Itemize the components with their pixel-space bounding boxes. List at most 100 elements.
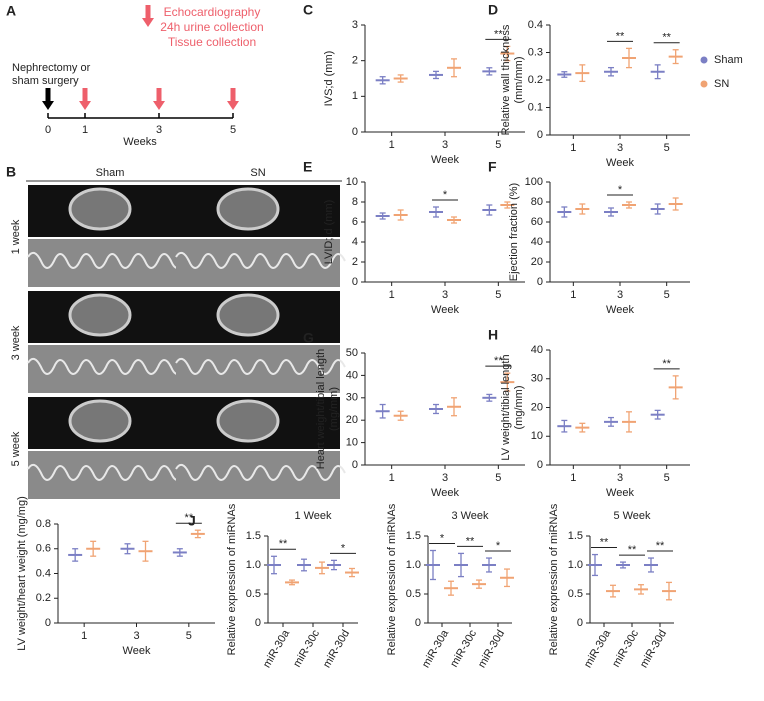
y-tick-label: 0.2 bbox=[36, 592, 51, 604]
chart-title: 1 Week bbox=[294, 510, 332, 522]
arrow-head bbox=[79, 101, 91, 110]
panel-label: D bbox=[488, 2, 498, 18]
y-tick-label: 30 bbox=[531, 373, 543, 385]
x-axis-label: Week bbox=[606, 157, 634, 169]
arrow-head bbox=[142, 18, 154, 27]
significance-label: ** bbox=[616, 30, 625, 42]
echo-heart bbox=[68, 293, 132, 337]
y-tick-label: 1.5 bbox=[406, 530, 421, 542]
x-tick-label: 1 bbox=[570, 289, 576, 301]
significance-label: ** bbox=[185, 512, 194, 524]
y-tick-label: 80 bbox=[531, 196, 543, 208]
y-axis-label: Relative expression of miRNAs bbox=[386, 503, 398, 655]
x-tick-label: 3 bbox=[617, 142, 623, 154]
x-tick-label: miR-30d bbox=[638, 628, 669, 670]
x-tick-label: miR-30c bbox=[610, 628, 641, 670]
significance-label: ** bbox=[600, 536, 609, 548]
mmode-image bbox=[176, 345, 340, 393]
row-label: 1 week bbox=[10, 219, 22, 254]
mmode-image bbox=[28, 451, 192, 499]
panel-label: F bbox=[488, 159, 497, 175]
x-tick-label: 1 bbox=[389, 289, 395, 301]
x-tick-label: miR-30c bbox=[448, 628, 479, 670]
x-axis-label: Week bbox=[431, 487, 459, 499]
significance-label: * bbox=[443, 189, 448, 201]
y-tick-label: 0 bbox=[255, 617, 261, 629]
y-axis-label: Heart weight/tibial length bbox=[315, 349, 327, 469]
y-tick-label: 0 bbox=[537, 276, 543, 288]
x-tick-label: 3 bbox=[442, 139, 448, 151]
y-tick-label: 2 bbox=[352, 256, 358, 268]
significance-label: ** bbox=[494, 28, 503, 40]
y-tick-label: 0 bbox=[352, 276, 358, 288]
y-axis-label: LV weight/tibial length bbox=[500, 354, 512, 460]
y-tick-label: 10 bbox=[531, 430, 543, 442]
significance-label: * bbox=[496, 540, 501, 552]
arrow-head bbox=[227, 101, 239, 110]
significance-label: * bbox=[341, 542, 346, 554]
arrow bbox=[79, 88, 91, 110]
x-tick-label: 5 bbox=[664, 289, 670, 301]
x-axis-label: Week bbox=[123, 645, 151, 657]
x-tick-label: 3 bbox=[442, 472, 448, 484]
arrow-shaft bbox=[45, 88, 51, 102]
x-tick-label: miR-30c bbox=[291, 628, 322, 670]
significance-label: ** bbox=[662, 358, 671, 370]
mmode-wave bbox=[175, 463, 346, 481]
x-axis-label: Week bbox=[606, 304, 634, 316]
event-label: 24h urine collection bbox=[160, 20, 263, 34]
y-tick-label: 0.1 bbox=[528, 101, 543, 113]
y-tick-label: 100 bbox=[525, 176, 543, 188]
y-tick-label: 10 bbox=[346, 437, 358, 449]
arrow-head bbox=[153, 101, 165, 110]
x-tick-label: 1 bbox=[570, 472, 576, 484]
chart-title: 3 Week bbox=[451, 510, 489, 522]
x-axis-label: Week bbox=[431, 154, 459, 166]
x-tick-label: 5 bbox=[495, 472, 501, 484]
y-tick-label: 0.5 bbox=[568, 588, 583, 600]
event-label: Tissue collection bbox=[168, 35, 256, 49]
y-tick-label: 10 bbox=[346, 176, 358, 188]
x-tick-label: 5 bbox=[664, 142, 670, 154]
x-tick-label: 1 bbox=[389, 472, 395, 484]
y-tick-label: 0 bbox=[352, 459, 358, 471]
panel-label: A bbox=[6, 3, 16, 19]
x-tick-label: 5 bbox=[186, 630, 192, 642]
y-tick-label: 6 bbox=[352, 216, 358, 228]
panel-label: C bbox=[303, 2, 313, 18]
y-tick-label: 20 bbox=[531, 401, 543, 413]
arrow bbox=[42, 88, 54, 110]
legend-marker bbox=[700, 56, 708, 64]
significance-label: ** bbox=[494, 355, 503, 367]
panel-label: B bbox=[6, 164, 16, 180]
significance-label: ** bbox=[662, 32, 671, 44]
y-tick-label: 40 bbox=[531, 344, 543, 356]
y-tick-label: 20 bbox=[346, 414, 358, 426]
y-tick-label: 0.5 bbox=[246, 588, 261, 600]
x-tick-label: 1 bbox=[570, 142, 576, 154]
y-tick-label: 0.5 bbox=[406, 588, 421, 600]
arrow bbox=[142, 5, 154, 27]
event-label: Echocardiography bbox=[164, 5, 261, 19]
echo-heart bbox=[68, 187, 132, 231]
x-tick-label: 3 bbox=[617, 289, 623, 301]
y-axis-label: Relative wall thickness bbox=[500, 24, 512, 135]
x-axis-label: Week bbox=[431, 304, 459, 316]
timeline-tick-label: 1 bbox=[82, 124, 88, 136]
x-tick-label: 1 bbox=[81, 630, 87, 642]
x-tick-label: miR-30d bbox=[321, 628, 352, 670]
panel-label: J bbox=[188, 513, 196, 529]
echo-heart bbox=[68, 399, 132, 443]
y-tick-label: 2 bbox=[352, 55, 358, 67]
x-tick-label: miR-30a bbox=[582, 627, 614, 670]
arrow bbox=[227, 88, 239, 110]
y-axis-label: Relative expression of miRNAs bbox=[548, 503, 560, 655]
mmode-wave bbox=[175, 357, 346, 375]
y-tick-label: 0 bbox=[577, 617, 583, 629]
arrow-shaft bbox=[82, 88, 88, 102]
significance-label: ** bbox=[628, 544, 637, 556]
mmode-wave bbox=[27, 251, 198, 269]
arrow-shaft bbox=[230, 88, 236, 102]
arrow-shaft bbox=[145, 5, 151, 19]
